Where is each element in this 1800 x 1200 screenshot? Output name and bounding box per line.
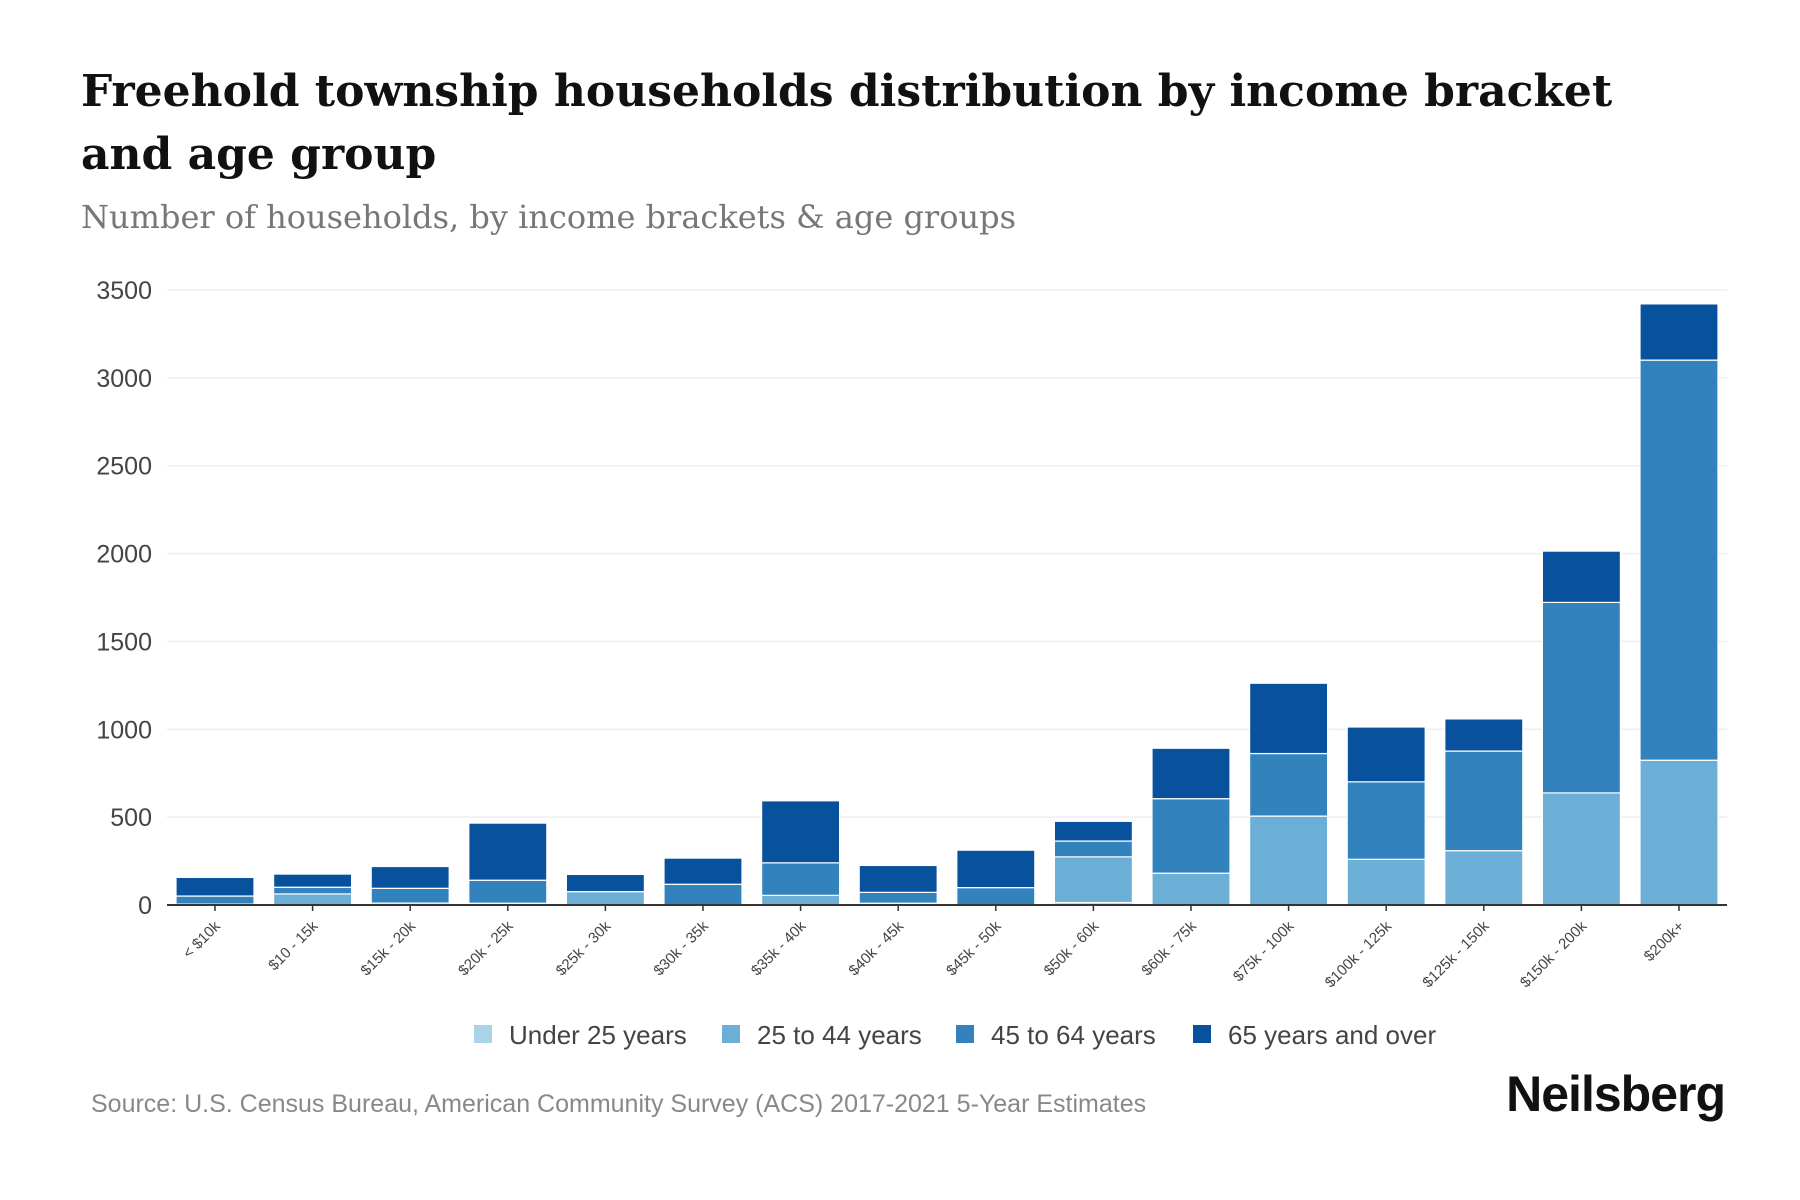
y-tick-label: 500 bbox=[110, 804, 152, 832]
x-tick-label: $15k - 20k bbox=[357, 917, 419, 979]
bar-segment-45-to-64-years bbox=[1444, 750, 1524, 852]
bar-segment-45-to-64-years bbox=[858, 891, 938, 904]
bar-segment-45-to-64-years bbox=[663, 883, 743, 906]
legend-label: 45 to 64 years bbox=[991, 1020, 1156, 1050]
bar-segment-45-to-64-years bbox=[956, 887, 1036, 906]
brand-logo: Neilsberg bbox=[1506, 1066, 1726, 1122]
legend-swatch bbox=[956, 1025, 974, 1043]
bar-segment-25-to-44-years bbox=[1151, 872, 1231, 906]
x-tick-label: $200k+ bbox=[1641, 918, 1688, 965]
x-tick-label: $50k - 60k bbox=[1041, 917, 1103, 979]
bar-segment-45-to-64-years bbox=[370, 887, 450, 904]
bar-segment-45-to-64-years bbox=[760, 862, 841, 896]
x-tick-label: $150k - 200k bbox=[1517, 917, 1591, 991]
bar-segment-45-to-64-years bbox=[1151, 798, 1231, 874]
bar-segment-65-years-and-over bbox=[1444, 718, 1524, 752]
legend-label: 65 years and over bbox=[1228, 1020, 1436, 1050]
y-tick-label: 1000 bbox=[96, 716, 152, 744]
bar-segment-65-years-and-over bbox=[1151, 747, 1231, 800]
bar-segment-45-to-64-years bbox=[468, 879, 548, 904]
bar-segment-25-to-44-years bbox=[1248, 815, 1329, 906]
chart-subtitle: Number of households, by income brackets… bbox=[81, 198, 1016, 236]
bar-segment-65-years-and-over bbox=[1541, 550, 1622, 604]
bar-segment-65-years-and-over bbox=[370, 865, 450, 889]
legend-swatch bbox=[474, 1025, 492, 1043]
bar-segment-65-years-and-over bbox=[468, 822, 548, 881]
x-tick-label: $20k - 25k bbox=[455, 917, 517, 979]
source-note: Source: U.S. Census Bureau, American Com… bbox=[91, 1090, 1147, 1118]
legend-label: Under 25 years bbox=[509, 1020, 687, 1050]
bar-segment-65-years-and-over bbox=[1346, 726, 1426, 783]
y-tick-label: 0 bbox=[138, 892, 152, 920]
bar-segment-65-years-and-over bbox=[1053, 820, 1134, 842]
x-tick-label: $45k - 50k bbox=[943, 917, 1005, 979]
bar-segment-65-years-and-over bbox=[273, 873, 353, 888]
legend-swatch bbox=[722, 1025, 740, 1043]
bar-segment-45-to-64-years bbox=[1639, 359, 1719, 761]
y-tick-label: 3000 bbox=[96, 365, 152, 393]
y-tick-label: 3500 bbox=[96, 277, 152, 305]
bar-segment-45-to-64-years bbox=[1248, 752, 1329, 817]
bar-segment-65-years-and-over bbox=[565, 873, 646, 893]
bar-segment-65-years-and-over bbox=[175, 876, 255, 897]
bar-segment-25-to-44-years bbox=[1541, 792, 1622, 906]
x-tick-label: $35k - 40k bbox=[748, 917, 810, 979]
bar-segment-65-years-and-over bbox=[760, 800, 841, 864]
bar-segment-45-to-64-years bbox=[1053, 840, 1134, 858]
x-tick-label: $125k - 150k bbox=[1419, 917, 1493, 991]
y-tick-label: 2000 bbox=[96, 541, 152, 569]
x-tick-label: < $10k bbox=[180, 917, 225, 962]
legend-swatch bbox=[1193, 1025, 1211, 1043]
bar-segment-65-years-and-over bbox=[956, 849, 1036, 889]
bar-segment-45-to-64-years bbox=[175, 895, 255, 905]
y-tick-label: 1500 bbox=[96, 628, 152, 656]
bar-segment-65-years-and-over bbox=[858, 864, 938, 893]
chart-title: Freehold township households distributio… bbox=[81, 66, 1613, 180]
bar-segment-65-years-and-over bbox=[1248, 682, 1329, 755]
x-tick-label: $100k - 125k bbox=[1322, 917, 1396, 991]
x-tick-label: $40k - 45k bbox=[845, 917, 907, 979]
bar-segment-65-years-and-over bbox=[1639, 303, 1719, 361]
bar-segment-25-to-44-years bbox=[565, 891, 646, 906]
x-tick-label: $25k - 30k bbox=[553, 917, 615, 979]
bar-segment-65-years-and-over bbox=[663, 857, 743, 885]
x-tick-label: $75k - 100k bbox=[1230, 917, 1298, 985]
bar-segment-45-to-64-years bbox=[273, 886, 353, 895]
legend-label: 25 to 44 years bbox=[757, 1020, 922, 1050]
bar-segment-25-to-44-years bbox=[1346, 858, 1426, 906]
x-tick-label: $10 - 15k bbox=[265, 917, 322, 974]
x-tick-label: $60k - 75k bbox=[1138, 917, 1200, 979]
bar-segment-25-to-44-years bbox=[1639, 759, 1719, 906]
bar-segment-25-to-44-years bbox=[760, 894, 841, 906]
bar-segment-25-to-44-years bbox=[1444, 850, 1524, 906]
bar-segment-45-to-64-years bbox=[1346, 781, 1426, 860]
y-tick-label: 2500 bbox=[96, 453, 152, 481]
bar-segment-25-to-44-years bbox=[1053, 856, 1134, 904]
bar-segment-45-to-64-years bbox=[1541, 601, 1622, 794]
x-tick-label: $30k - 35k bbox=[650, 917, 712, 979]
bar-segment-25-to-44-years bbox=[273, 893, 353, 906]
